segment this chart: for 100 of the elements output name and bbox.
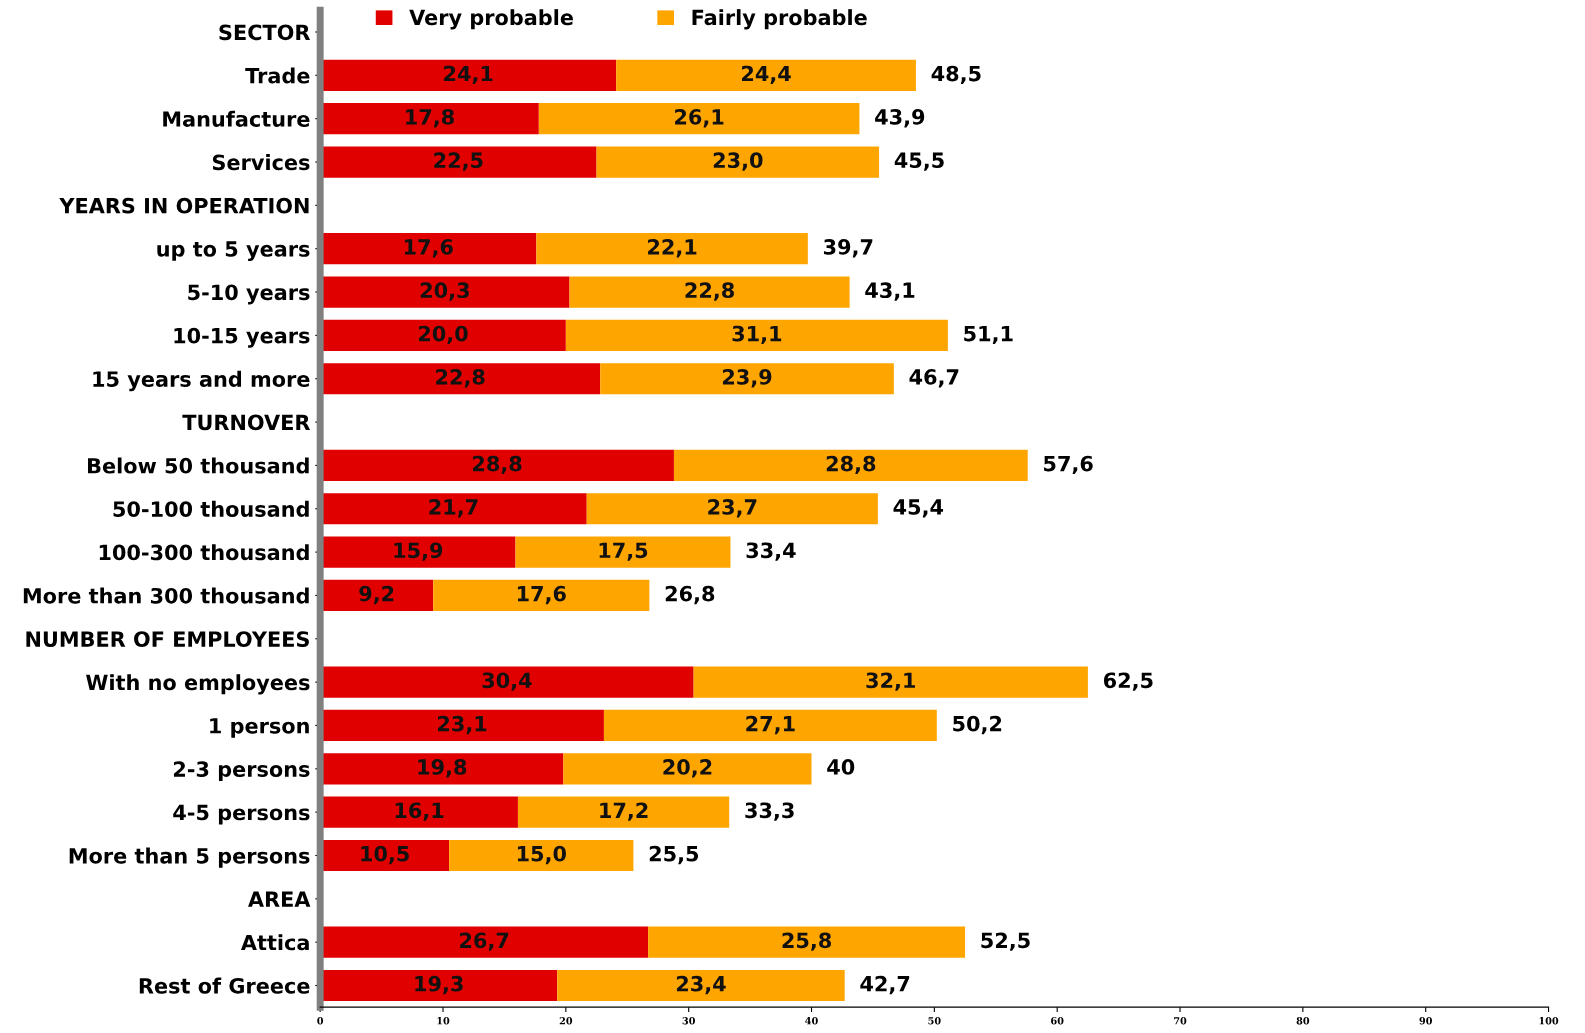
y-tick-label: 2-3 persons — [173, 761, 310, 782]
data-label: 22,1 — [648, 238, 697, 258]
x-tick-label: 20 — [559, 1017, 573, 1025]
data-label: 15,9 — [394, 542, 443, 561]
bar — [596, 146, 880, 178]
total-label: 39,7 — [823, 238, 873, 258]
y-tick-label: Trade — [245, 67, 310, 84]
total-label: 45,5 — [894, 152, 944, 171]
data-label: 32,1 — [866, 672, 916, 691]
data-label: 22,8 — [685, 282, 734, 301]
data-label: 23,7 — [708, 499, 757, 518]
bar — [449, 839, 634, 872]
data-label: 17,5 — [599, 542, 648, 561]
data-label: 19,8 — [418, 759, 467, 778]
data-label: 15,0 — [517, 845, 566, 865]
bar — [600, 363, 894, 395]
y-tick-label: NUMBER OF EMPLOYEES — [26, 631, 309, 647]
data-label: 27,1 — [746, 715, 795, 735]
total-label: 33,3 — [745, 802, 794, 821]
data-label: 23,0 — [713, 152, 763, 171]
y-tick-label: 15 years and more — [93, 370, 310, 392]
data-label: 28,8 — [826, 455, 876, 475]
data-label: 20,0 — [418, 325, 468, 345]
data-label: 20,2 — [663, 759, 712, 778]
bar — [586, 493, 878, 525]
total-label: 51,1 — [964, 325, 1013, 345]
data-label: 17,6 — [404, 239, 453, 258]
bar — [673, 449, 1028, 482]
total-label: 46,7 — [909, 369, 959, 388]
data-label: 31,1 — [732, 325, 782, 345]
data-label: 19,3 — [415, 975, 463, 995]
bar — [433, 579, 650, 612]
data-label: 26,1 — [675, 108, 724, 128]
data-label: 26,7 — [460, 932, 509, 951]
x-tick-label: 80 — [1296, 1017, 1310, 1025]
total-label: 42,7 — [860, 975, 910, 995]
data-label: 17,2 — [600, 802, 648, 821]
total-label: 25,5 — [649, 845, 699, 865]
y-tick-label: Attica — [240, 934, 309, 951]
x-tick-label: 50 — [928, 1017, 941, 1025]
y-tick-label: More than 5 persons — [69, 847, 310, 868]
data-label: 22,8 — [436, 369, 485, 388]
data-label: 24,4 — [742, 65, 791, 85]
bar — [616, 59, 916, 91]
y-tick-label: 10-15 years — [174, 327, 310, 348]
data-label: 17,6 — [517, 585, 566, 605]
total-label: 52,5 — [981, 932, 1030, 951]
y-tick-label: Services — [212, 154, 310, 171]
bar — [569, 276, 850, 308]
x-tick-label: 30 — [682, 1017, 695, 1025]
bar — [536, 233, 808, 265]
data-label: 21,7 — [429, 499, 478, 518]
bar — [517, 796, 730, 828]
x-tick-label: 90 — [1419, 1017, 1433, 1025]
bar — [693, 666, 1088, 698]
total-label: 43,1 — [865, 282, 915, 301]
total-label: 45,4 — [893, 499, 944, 518]
data-label: 10,5 — [361, 845, 409, 865]
data-label: 9,2 — [359, 585, 394, 605]
total-label: 50,2 — [953, 715, 1002, 735]
total-label: 43,9 — [875, 108, 925, 128]
data-label: 30,4 — [482, 672, 532, 691]
bar — [565, 319, 948, 351]
data-label: 28,8 — [473, 455, 522, 475]
y-tick-label: 100-300 thousand — [99, 544, 309, 561]
data-label: 17,8 — [406, 108, 454, 128]
data-label: 24,1 — [444, 65, 493, 85]
bar — [563, 753, 812, 785]
data-label: 20,3 — [420, 282, 469, 301]
bar — [557, 969, 845, 1002]
y-tick-label: SECTOR — [219, 24, 311, 41]
x-tick-label: 10 — [437, 1017, 450, 1025]
total-label: 57,6 — [1044, 455, 1093, 475]
y-tick-label: AREA — [248, 891, 311, 907]
legend-label: Very probable — [409, 9, 573, 30]
y-tick-label: 1 person — [210, 718, 309, 738]
data-label: 23,9 — [722, 369, 772, 388]
bar — [515, 536, 731, 568]
total-label: 48,5 — [931, 65, 981, 85]
legend-label: Fairly probable — [692, 9, 867, 30]
y-tick-label: Below 50 thousand — [88, 457, 309, 474]
x-tick-label: 100 — [1539, 1017, 1559, 1025]
data-label: 22,5 — [434, 152, 483, 171]
y-tick-label: 5-10 years — [188, 284, 310, 305]
total-label: 62,5 — [1103, 672, 1153, 691]
x-tick-label: 70 — [1174, 1017, 1187, 1025]
data-label: 16,1 — [395, 802, 444, 821]
x-tick-label: 40 — [805, 1017, 818, 1025]
y-tick-label: More than 300 thousand — [23, 587, 309, 604]
data-label: 23,1 — [437, 715, 487, 735]
total-label: 40 — [827, 759, 855, 775]
data-label: 25,8 — [782, 932, 832, 951]
total-label: 33,4 — [746, 542, 796, 561]
y-tick-label: 4-5 persons — [173, 804, 310, 825]
y-tick-label: TURNOVER — [182, 414, 311, 431]
data-label: 23,4 — [676, 975, 726, 995]
y-tick-label: Manufacture — [163, 110, 310, 127]
y-tick-label: With no employees — [86, 674, 310, 695]
total-label: 26,8 — [665, 585, 715, 605]
y-tick-label: 50-100 thousand — [113, 500, 309, 517]
